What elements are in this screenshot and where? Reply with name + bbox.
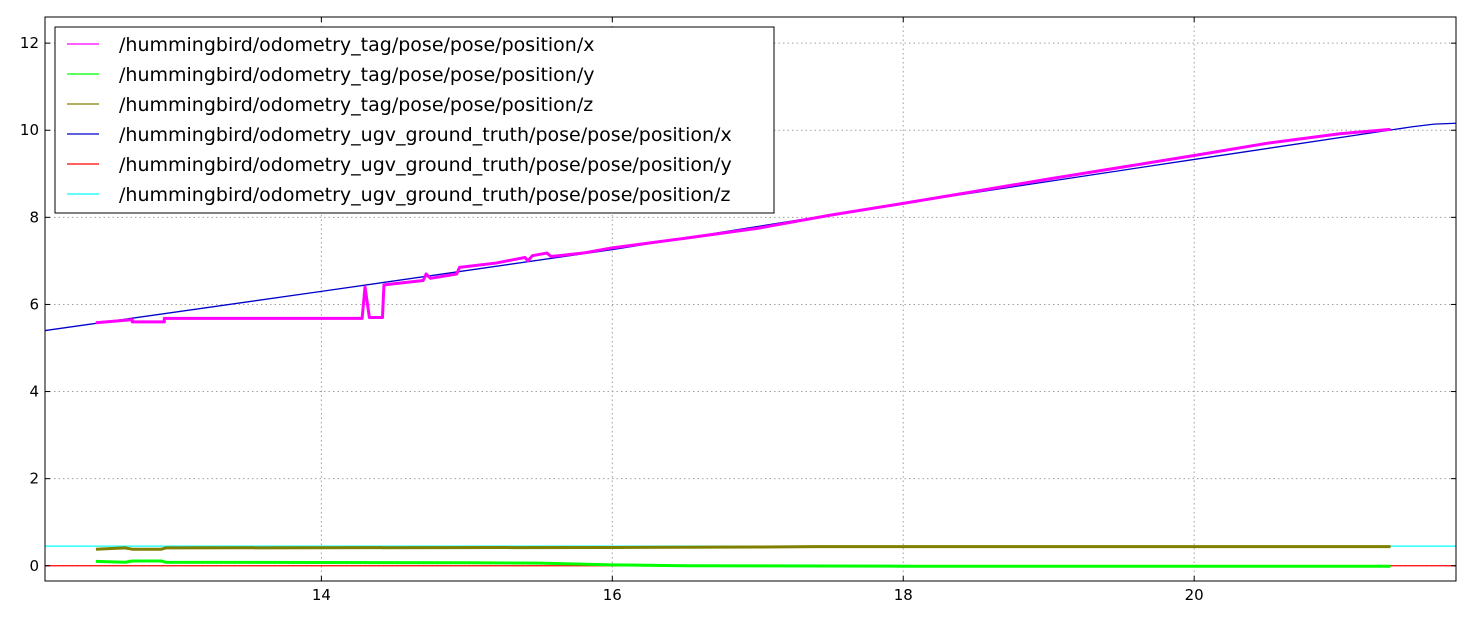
legend-entry: /hummingbird/odometry_ugv_ground_truth/p… [67,154,732,176]
plot-frame [44,16,1457,582]
legend-entry: /hummingbird/odometry_tag/pose/pose/posi… [67,64,594,86]
series-line-3 [95,545,1391,551]
legend-label: /hummingbird/odometry_tag/pose/pose/posi… [119,34,594,56]
legend-label: /hummingbird/odometry_ugv_ground_truth/p… [119,124,732,146]
x-tick-label: 20 [1185,586,1204,604]
legend-entry: /hummingbird/odometry_tag/pose/pose/posi… [67,34,594,56]
y-tick-label: 2 [29,470,39,488]
series-layer [45,122,1456,568]
y-tick-label: 0 [29,557,39,575]
y-tick-label: 4 [29,383,39,401]
x-tick-label: 18 [894,586,913,604]
x-tick-label: 16 [603,586,622,604]
ticks: 14 16 18 20 0 2 4 6 8 10 12 [20,17,1456,604]
series-line-1 [95,127,1391,325]
legend: /hummingbird/odometry_tag/pose/pose/posi… [54,26,775,214]
series-line-2 [95,559,1391,568]
legend-entry: /hummingbird/odometry_ugv_ground_truth/p… [67,184,730,206]
legend-label: /hummingbird/odometry_tag/pose/pose/posi… [119,94,593,116]
legend-box [54,26,775,214]
legend-label: /hummingbird/odometry_ugv_ground_truth/p… [119,154,732,176]
y-tick-label: 10 [20,121,39,139]
x-tick-label: 14 [312,586,331,604]
series-line-4 [45,122,1456,332]
legend-entry: /hummingbird/odometry_ugv_ground_truth/p… [67,124,732,146]
legend-label: /hummingbird/odometry_ugv_ground_truth/p… [119,184,730,206]
legend-entry: /hummingbird/odometry_tag/pose/pose/posi… [67,94,593,116]
y-tick-label: 8 [29,208,39,226]
legend-label: /hummingbird/odometry_tag/pose/pose/posi… [119,64,594,86]
y-tick-label: 6 [29,295,39,313]
y-tick-label: 12 [20,34,39,52]
